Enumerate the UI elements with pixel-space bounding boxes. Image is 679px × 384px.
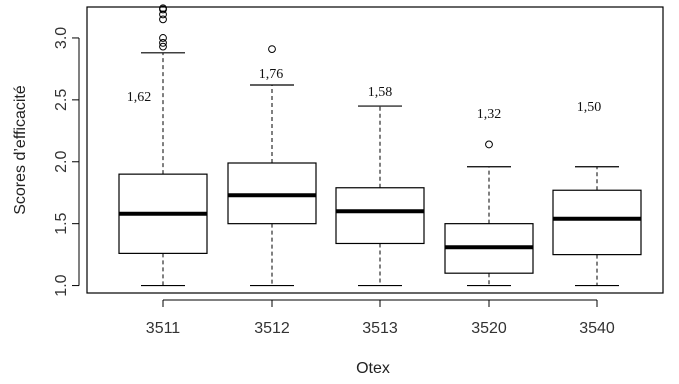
annotation-3511: 1,62 xyxy=(127,90,152,105)
x-tick-label: 3511 xyxy=(146,320,181,337)
box-3540 xyxy=(552,166,642,287)
boxes-layer xyxy=(118,4,642,287)
plot-frame xyxy=(86,6,664,294)
annotation-3512: 1,76 xyxy=(259,67,284,82)
outlier-point xyxy=(159,15,167,24)
iqr-box xyxy=(335,187,425,245)
x-tick-label: 3512 xyxy=(254,320,290,337)
outlier-point xyxy=(159,10,167,19)
y-tick-label: 3.0 xyxy=(53,27,70,49)
y-tick-label: 2.5 xyxy=(53,89,70,111)
annotation-3513: 1,58 xyxy=(368,85,393,100)
outlier-point xyxy=(159,34,167,42)
box-3512 xyxy=(227,45,317,287)
x-tick-label: 3513 xyxy=(362,320,398,337)
annotation-3540: 1,50 xyxy=(577,100,602,115)
outlier-point xyxy=(159,4,167,13)
y-tick-label: 1.0 xyxy=(53,274,70,296)
y-axis: 1.0 1.5 2.0 2.5 3.0 xyxy=(53,27,80,297)
x-axis: 3511 3512 3513 3520 3540 xyxy=(146,299,615,337)
x-tick-label: 3520 xyxy=(471,320,507,337)
iqr-box xyxy=(552,189,642,256)
annotations-layer: 1,62 1,76 1,58 1,32 1,50 xyxy=(127,67,602,122)
box-3513 xyxy=(335,105,425,287)
outlier-point xyxy=(159,42,167,51)
y-tick-label: 2.0 xyxy=(53,151,70,173)
outlier-point xyxy=(159,39,167,47)
y-axis-title: Scores d’efficacité xyxy=(12,85,29,215)
y-tick-label: 1.5 xyxy=(53,212,70,234)
x-tick-label: 3540 xyxy=(579,320,615,337)
annotation-3520: 1,32 xyxy=(477,107,502,122)
x-axis-title: Otex xyxy=(356,360,390,377)
box-3511 xyxy=(118,4,208,287)
outlier-point xyxy=(268,45,276,53)
box-3520 xyxy=(444,140,534,287)
outlier-point xyxy=(485,140,493,149)
